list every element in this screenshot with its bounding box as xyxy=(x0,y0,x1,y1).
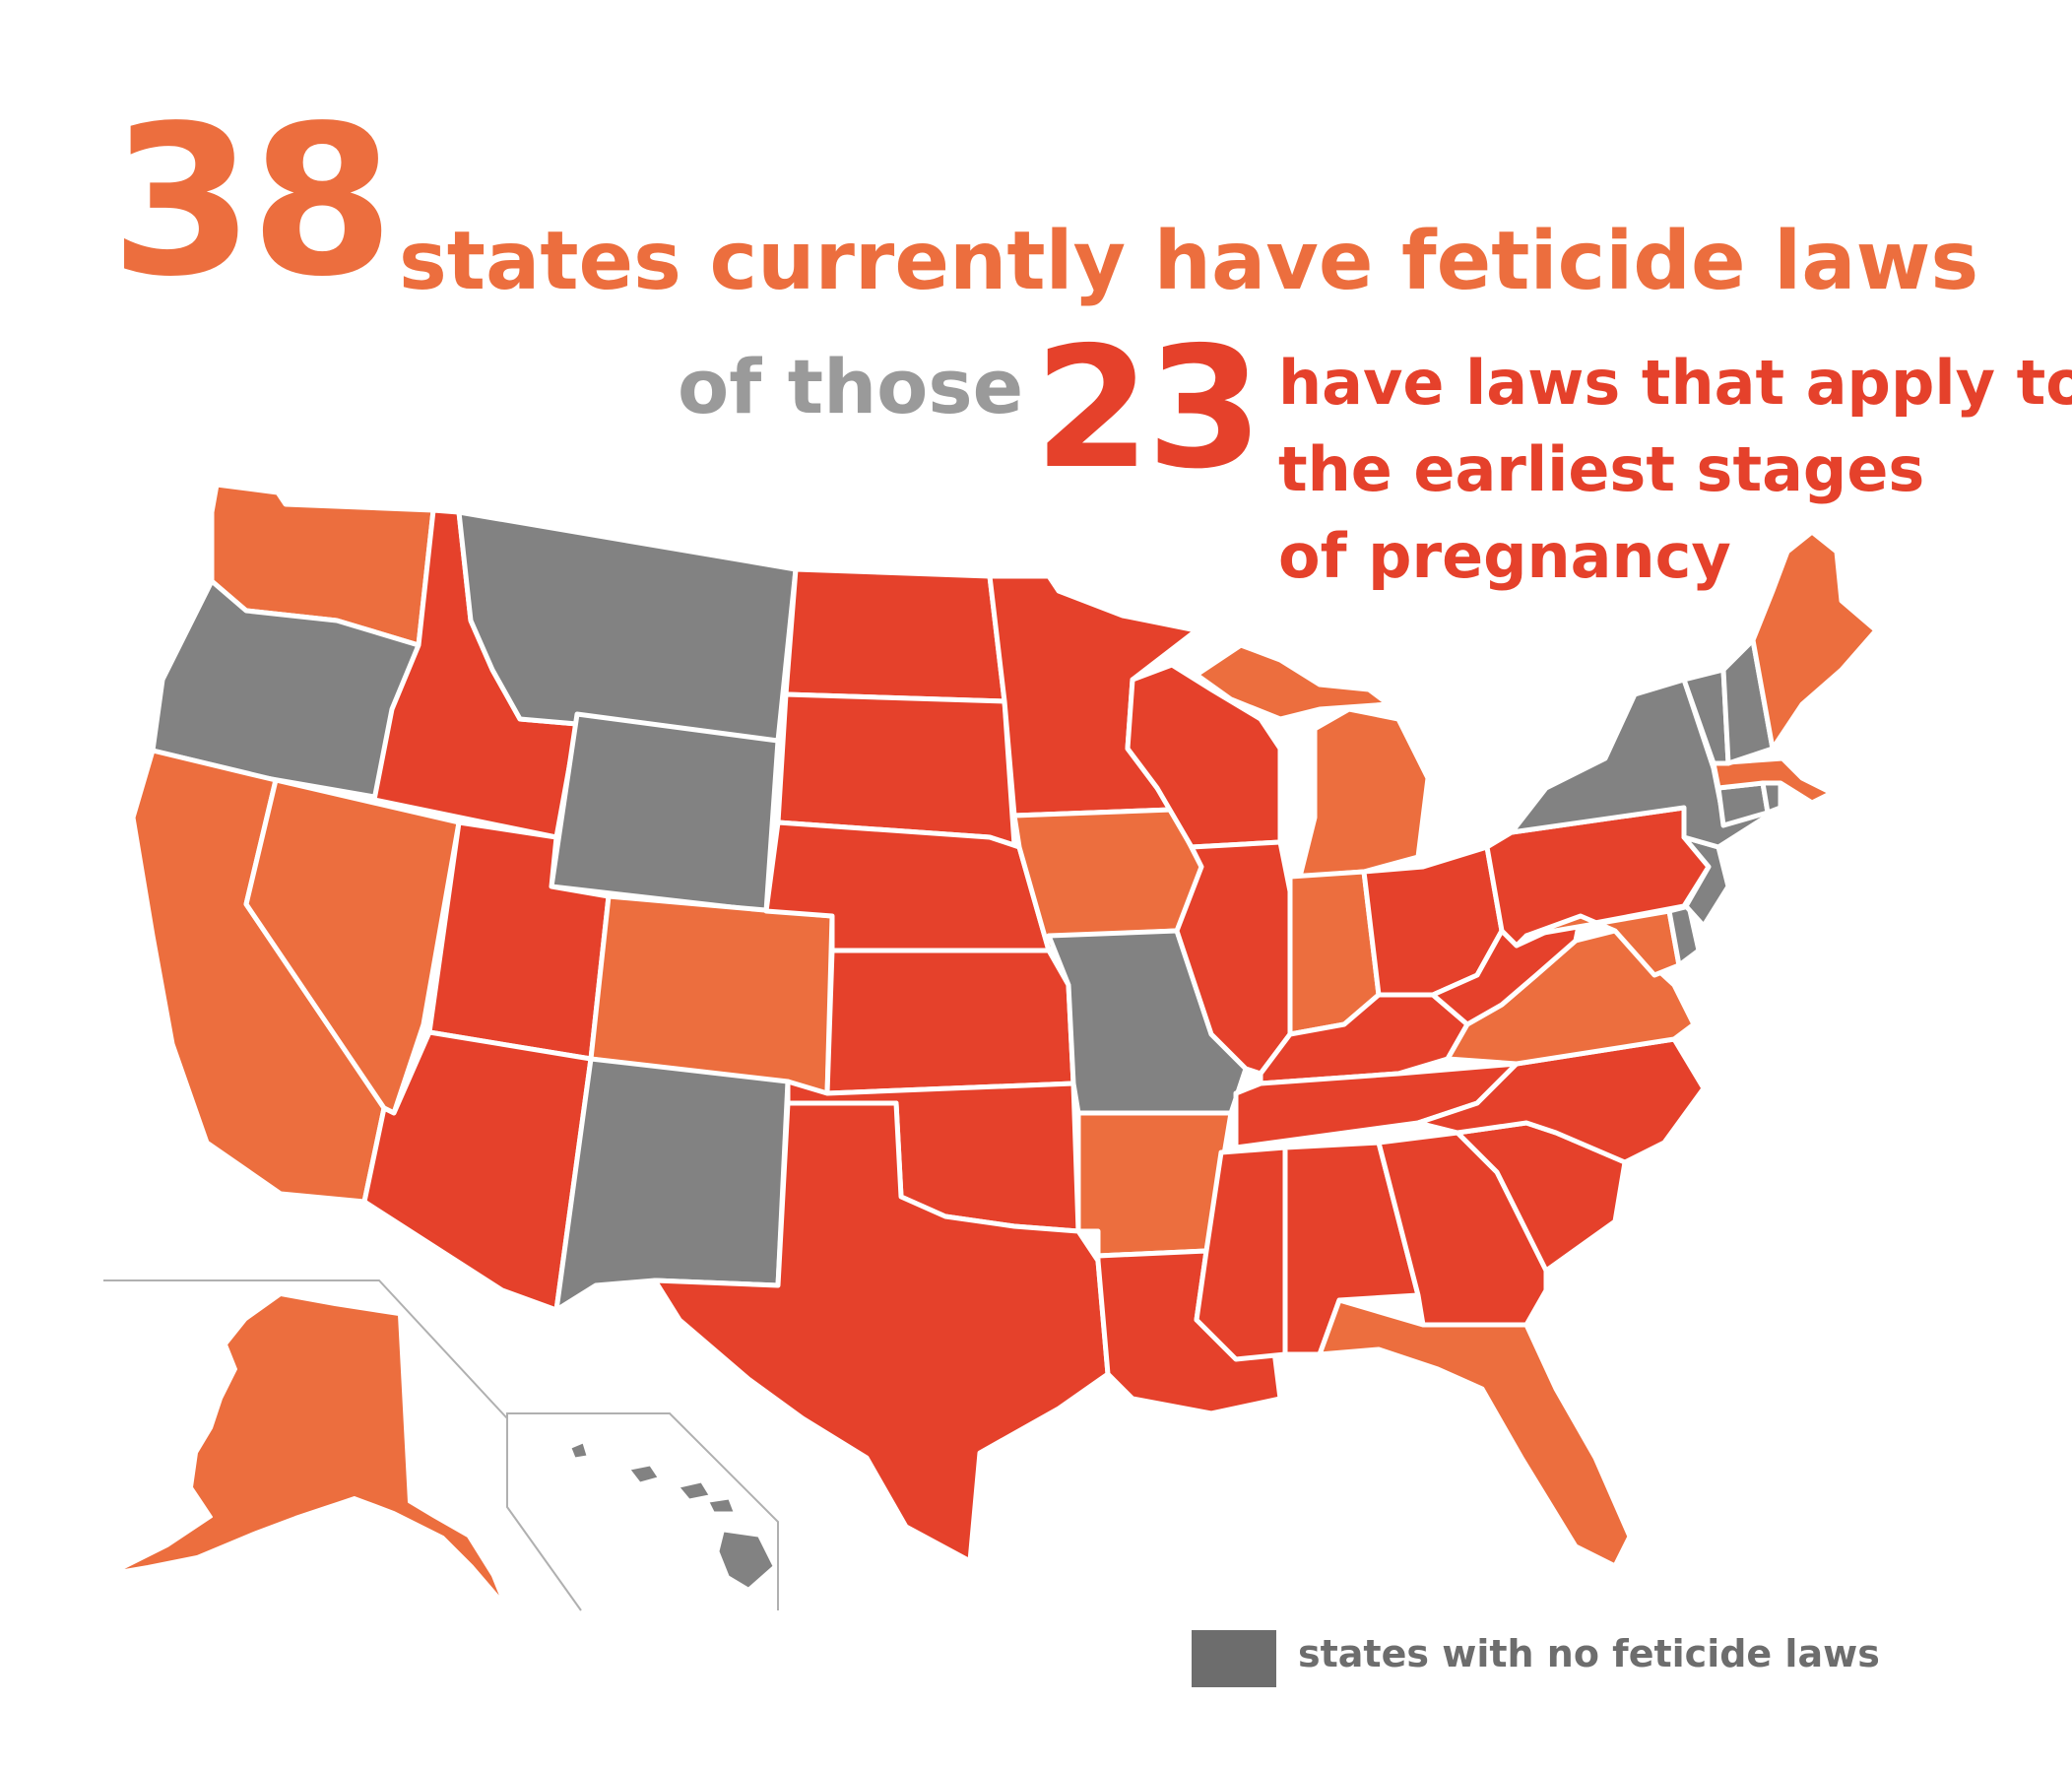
state-fl xyxy=(1317,1297,1633,1569)
inset-borders xyxy=(103,1279,779,1611)
state-nc xyxy=(1415,1036,1707,1165)
state-il xyxy=(1174,839,1293,1077)
state-nm xyxy=(553,1056,791,1313)
sub-text-line-3: of pregnancy xyxy=(1278,520,1731,592)
state-ks xyxy=(824,948,1076,1096)
sub-prefix: of those xyxy=(678,343,1024,430)
state-wy xyxy=(549,711,781,914)
state-nd xyxy=(783,566,1007,704)
sub-number-23: 23 xyxy=(1034,311,1263,506)
state-ma xyxy=(1711,755,1835,806)
legend-swatch xyxy=(1192,1630,1276,1687)
headline-text: states currently have feticide laws xyxy=(399,215,1979,308)
state-wi xyxy=(1125,662,1283,850)
state-mi-up xyxy=(1194,642,1392,722)
state-ri xyxy=(1760,780,1783,816)
state-ak xyxy=(117,1294,503,1602)
state-hi xyxy=(570,1442,774,1589)
state-mi xyxy=(1297,706,1431,880)
big-number-38: 38 xyxy=(110,81,394,322)
state-de xyxy=(1666,903,1702,968)
sub-text-line-1: have laws that apply to xyxy=(1278,347,2072,419)
sub-text-line-2: the earliest stages xyxy=(1278,433,1925,505)
legend-label: states with no feticide laws xyxy=(1298,1632,1880,1675)
state-tx xyxy=(652,1100,1111,1564)
state-me xyxy=(1750,529,1879,752)
